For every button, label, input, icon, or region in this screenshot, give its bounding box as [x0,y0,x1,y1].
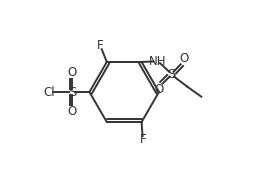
Text: S: S [167,68,176,81]
Text: O: O [67,105,77,118]
Text: F: F [97,39,104,52]
Text: NH: NH [149,55,166,68]
Text: S: S [68,86,76,98]
Text: O: O [179,52,189,65]
Text: Cl: Cl [43,86,55,98]
Text: O: O [154,83,163,96]
Text: O: O [67,66,77,79]
Text: F: F [140,133,147,146]
